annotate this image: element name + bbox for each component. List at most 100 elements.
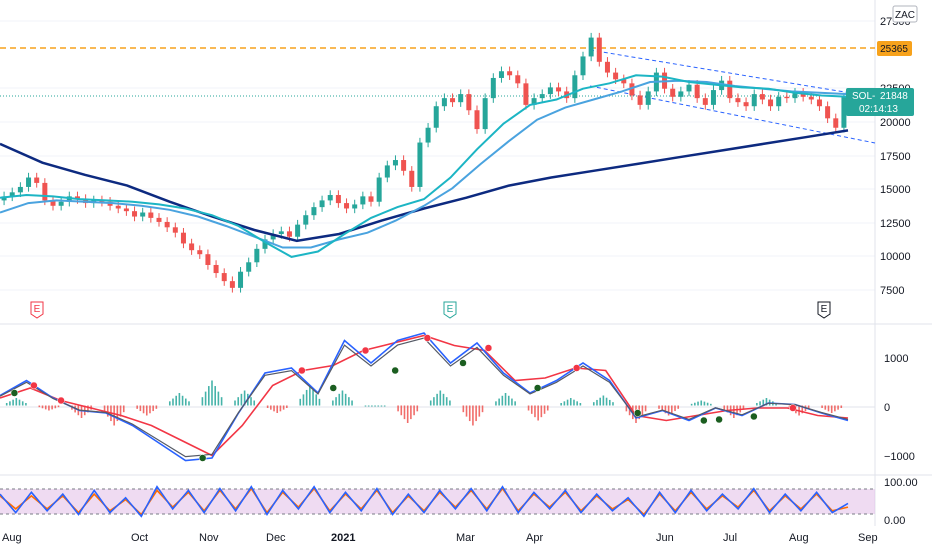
macd-histogram-bar xyxy=(821,405,823,408)
candle-body xyxy=(189,243,195,251)
macd-histogram-bar xyxy=(599,397,601,406)
macd-cross-dots xyxy=(10,334,797,462)
svg-text:Apr: Apr xyxy=(526,532,543,544)
candle-body xyxy=(523,83,529,105)
macd-cross-up-dot xyxy=(459,359,467,367)
macd-histogram-bar xyxy=(592,402,595,406)
candle-body xyxy=(384,165,390,178)
candle-body xyxy=(401,160,407,171)
macd-histogram-bar xyxy=(573,399,575,406)
price-axis[interactable]: 27500 22500 20000 17500 15000 12500 1000… xyxy=(880,16,911,297)
stoch-k-line xyxy=(0,485,849,518)
macd-histogram-bar xyxy=(305,389,308,406)
candle-body xyxy=(9,192,15,197)
stoch-axis[interactable]: 100.00 0.00 xyxy=(884,477,918,527)
svg-text:21848: 21848 xyxy=(880,91,908,102)
candle-body xyxy=(816,99,822,107)
svg-text:1000: 1000 xyxy=(884,353,908,365)
macd-histogram-bar xyxy=(543,405,546,414)
macd-histogram-bar xyxy=(807,405,810,409)
candle-body xyxy=(132,211,138,217)
macd-histogram-bar xyxy=(840,405,843,408)
macd-histogram-bar xyxy=(644,405,647,412)
candle-body xyxy=(74,196,80,200)
candle-body xyxy=(148,212,154,218)
svg-text:02:14:13: 02:14:13 xyxy=(859,104,898,115)
svg-text:Mar: Mar xyxy=(456,532,475,544)
candle-body xyxy=(768,99,774,107)
macd-histogram-bar xyxy=(475,405,477,422)
svg-text:E: E xyxy=(821,304,828,315)
candle-body xyxy=(531,98,537,105)
macd-histogram-bar xyxy=(318,398,321,406)
candle-body xyxy=(466,94,472,111)
svg-text:Jul: Jul xyxy=(723,532,737,544)
candle-body xyxy=(792,92,798,99)
symbol-badge[interactable]: ZAC xyxy=(892,5,918,23)
macd-cross-up-dot xyxy=(700,416,708,425)
candle-body xyxy=(1,196,7,201)
price-gridlines xyxy=(0,20,875,291)
svg-text:ZAC: ZAC xyxy=(895,10,915,21)
macd-histogram-bar xyxy=(433,397,435,406)
macd-histogram-bar xyxy=(641,405,644,416)
svg-text:Oct: Oct xyxy=(131,532,148,544)
candle-body xyxy=(319,200,325,208)
candle-body xyxy=(572,75,578,99)
earnings-marker[interactable]: E xyxy=(817,301,831,319)
svg-text:-: - xyxy=(872,91,875,102)
macd-histogram-bar xyxy=(540,405,543,418)
time-axis[interactable]: Aug Oct Nov Dec 2021 Mar Apr Jun Jul Aug… xyxy=(2,532,878,544)
macd-histogram-bar xyxy=(694,402,696,406)
macd-histogram-bar xyxy=(674,405,676,412)
macd-cross-up-dot xyxy=(10,389,19,397)
channel-upper-line[interactable] xyxy=(589,49,876,98)
macd-axis[interactable]: 1000 0 −1000 xyxy=(884,353,915,463)
macd-cross-up-dot xyxy=(391,366,399,375)
macd-histogram-bar xyxy=(299,398,302,406)
macd-histogram-bar xyxy=(122,405,125,413)
svg-text:12500: 12500 xyxy=(880,218,911,230)
macd-histogram-bar xyxy=(181,395,184,406)
macd-histogram-bar xyxy=(335,397,337,406)
candle-body xyxy=(425,127,431,143)
macd-histogram-bar xyxy=(119,405,122,417)
macd-lines xyxy=(0,332,849,462)
macd-histogram-bar xyxy=(145,405,148,416)
macd-histogram-bar xyxy=(498,398,500,406)
candle-body xyxy=(376,177,382,202)
earnings-marker[interactable]: E xyxy=(443,301,457,319)
candle-body xyxy=(670,88,676,97)
macd-histogram-bar xyxy=(12,399,14,406)
candle-body xyxy=(26,177,32,187)
macd-histogram-bar xyxy=(667,405,670,416)
macd-histogram-bar xyxy=(15,398,18,406)
macd-histogram-bar xyxy=(501,395,504,406)
macd-histogram-bar xyxy=(462,405,465,413)
macd-histogram-bar xyxy=(563,401,566,406)
macd-histogram-bar xyxy=(80,405,83,418)
macd-histogram-bar xyxy=(605,397,608,406)
macd-histogram-bar xyxy=(103,405,106,413)
macd-cross-down-dot xyxy=(423,334,432,342)
macd-cross-up-dot xyxy=(750,412,758,421)
candle-body xyxy=(808,96,814,100)
macd-histogram-bar xyxy=(315,394,318,406)
macd-histogram-bar xyxy=(364,405,367,407)
candle-body xyxy=(458,94,464,103)
candle-body xyxy=(197,250,203,255)
macd-histogram-bar xyxy=(136,405,138,409)
candle-body xyxy=(580,56,586,76)
macd-histogram-bar xyxy=(201,397,204,406)
macd-histogram-bar xyxy=(612,402,614,406)
macd-histogram-bar xyxy=(41,405,44,409)
macd-histogram-bar xyxy=(188,401,190,406)
macd-main-line xyxy=(0,332,849,462)
svg-text:15000: 15000 xyxy=(880,184,911,196)
macd-histogram-bar xyxy=(608,399,611,406)
macd-histogram-bar xyxy=(478,405,481,417)
svg-text:20000: 20000 xyxy=(880,117,911,129)
macd-histogram-bar xyxy=(348,397,350,406)
candle-body xyxy=(50,200,56,206)
earnings-marker[interactable]: E xyxy=(30,301,44,319)
